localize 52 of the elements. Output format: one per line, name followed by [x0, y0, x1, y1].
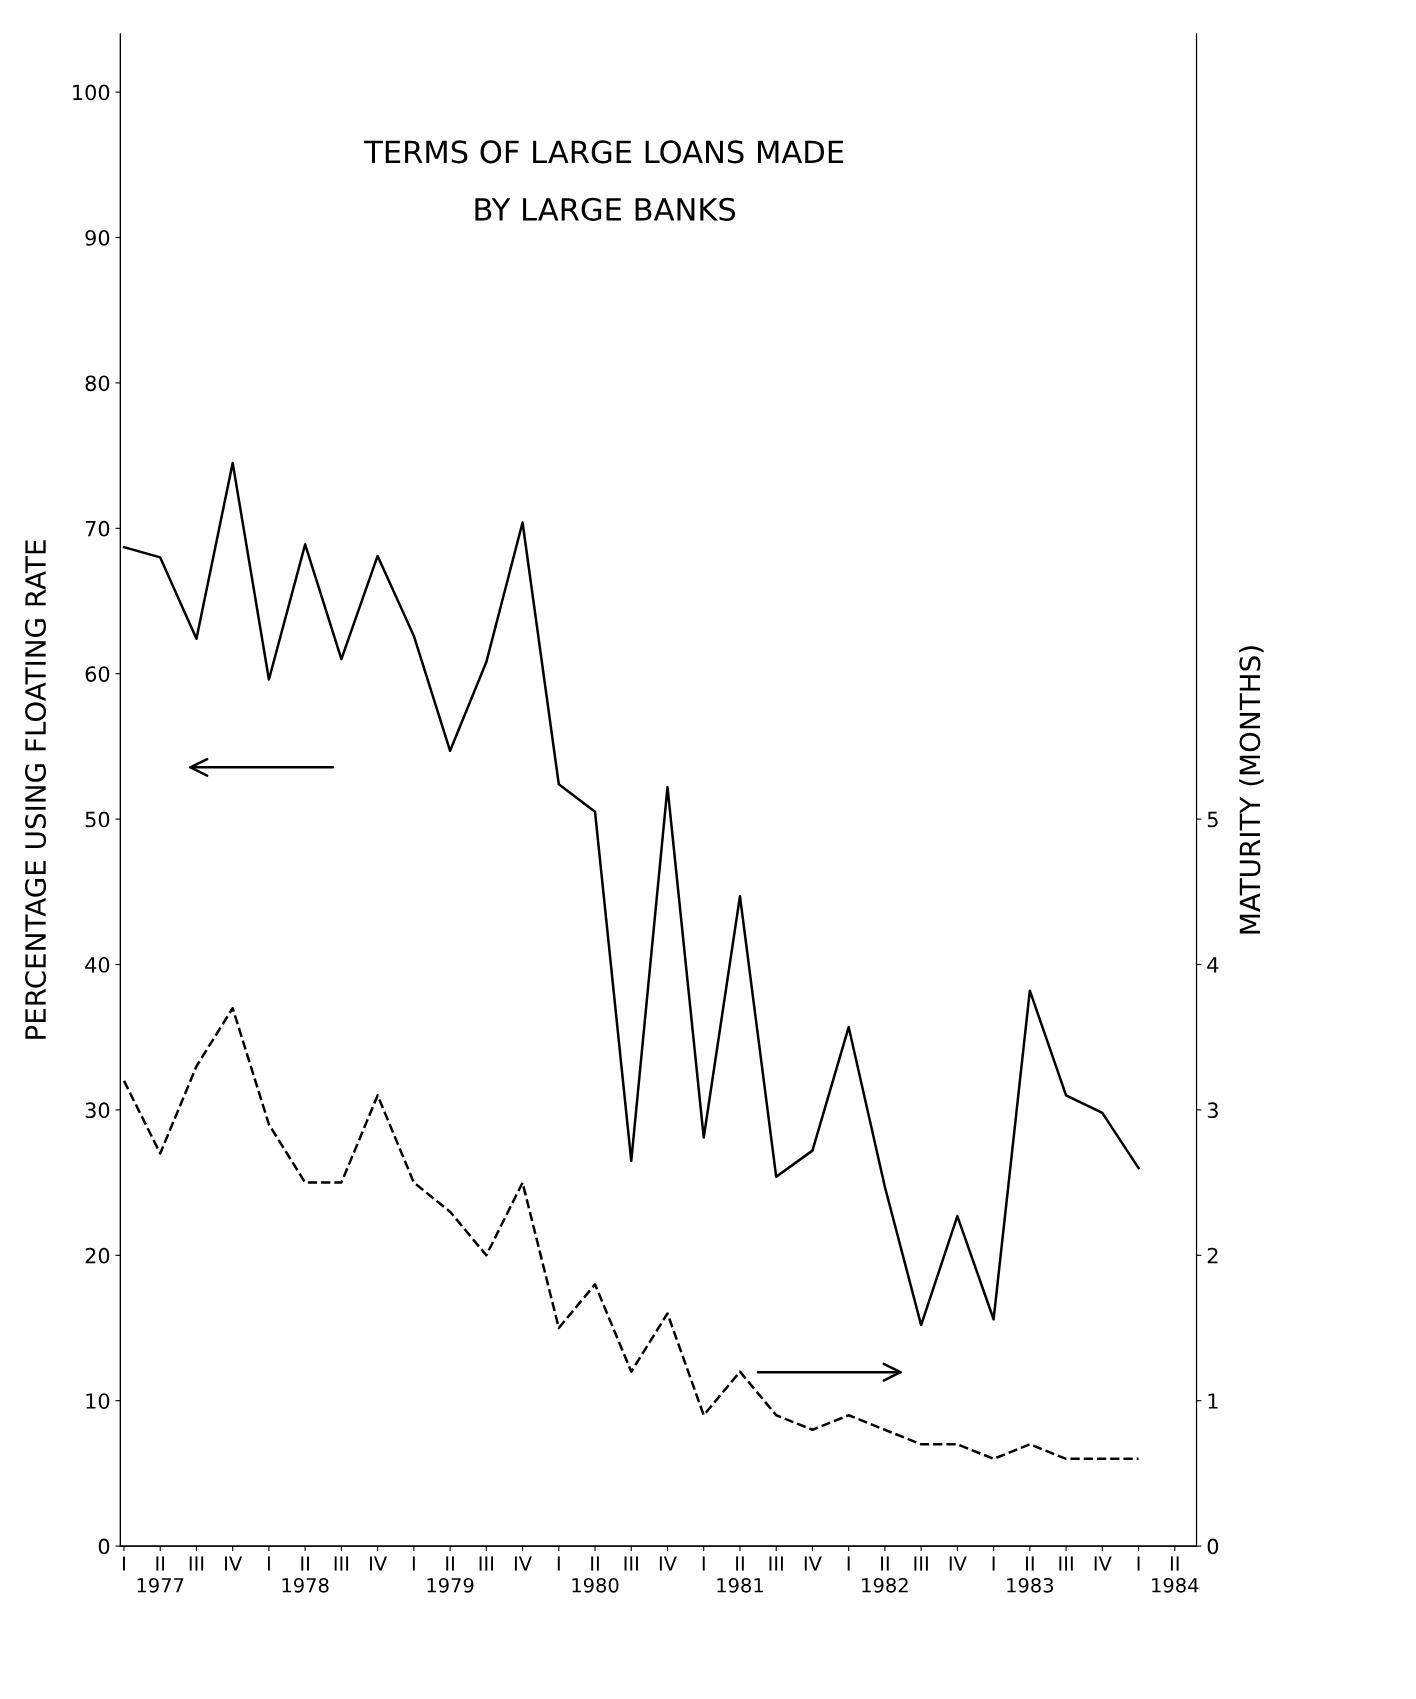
y-tick-label: 90 — [85, 229, 110, 246]
y-tick-label: 70 — [85, 520, 110, 537]
y2-tick-label: 3 — [1207, 1102, 1218, 1119]
x-tick-label: IV — [370, 1556, 387, 1571]
x-tick-label: II 1978 — [282, 1556, 329, 1593]
x-tick-label: IV — [514, 1556, 532, 1571]
x-tick-label: III — [1059, 1556, 1073, 1571]
y2-tick-label: 0 — [1207, 1538, 1219, 1555]
x-tick-label: III — [624, 1556, 638, 1571]
line-series — [122, 461, 1140, 1327]
x-tick-label: II 1977 — [137, 1556, 184, 1593]
x-tick-label: IV — [1094, 1556, 1112, 1571]
y-tick-label: 20 — [85, 1247, 110, 1264]
x-tick-label: IV — [659, 1556, 677, 1571]
y2-tick-label: 1 — [1208, 1393, 1218, 1409]
x-tick-label: I — [1137, 1556, 1140, 1571]
y2-tick-label: 2 — [1207, 1247, 1218, 1264]
x-tick-label: I — [557, 1556, 560, 1571]
y-tick-label: 0 — [98, 1538, 110, 1555]
y-axis-title: PERCENTAGE USING FLOATING RATE — [25, 540, 47, 1039]
x-tick-label: III — [769, 1556, 783, 1571]
x-tick-label: I — [412, 1556, 415, 1571]
x-tick-label: I — [123, 1556, 125, 1571]
x-tick-label: I — [267, 1556, 270, 1571]
x-tick-label: III — [914, 1556, 928, 1571]
y2-axis-title: MATURITY (MONTHS) — [1238, 646, 1264, 934]
x-tick-label: I — [847, 1556, 850, 1571]
x-tick-label: II 1983 — [1007, 1556, 1054, 1593]
x-tick-label: IV — [949, 1556, 967, 1571]
y-tick-label: 40 — [85, 956, 110, 973]
x-tick-label: III — [334, 1556, 349, 1571]
y-tick-label: 30 — [85, 1102, 110, 1119]
x-tick-label: II 1980 — [572, 1556, 619, 1593]
x-tick-label: II 1984 — [1152, 1556, 1199, 1593]
y-tick-label: 10 — [86, 1393, 110, 1409]
y-tick-label: 60 — [85, 666, 110, 682]
x-tick-label: III — [189, 1556, 204, 1571]
x-tick-label: IV — [804, 1556, 822, 1571]
x-tick-label: II 1979 — [427, 1556, 474, 1593]
y-tick-label: 50 — [85, 811, 110, 828]
x-tick-label: III — [479, 1556, 494, 1571]
x-tick-label: II 1981 — [717, 1556, 763, 1593]
y-tick-label: 80 — [85, 375, 110, 392]
x-tick-label: II 1982 — [862, 1556, 908, 1593]
x-tick-label: I — [992, 1556, 995, 1571]
x-tick-label: I — [702, 1556, 705, 1571]
y2-tick-label: 4 — [1207, 957, 1219, 973]
y2-tick-label: 5 — [1207, 811, 1218, 828]
x-tick-label: IV — [225, 1556, 243, 1571]
text: TERMS OF LARGE LOANS MADE BY LARGE BANKS — [364, 140, 844, 221]
y-tick-label: 100 — [73, 84, 110, 101]
line-series — [122, 1006, 1140, 1461]
